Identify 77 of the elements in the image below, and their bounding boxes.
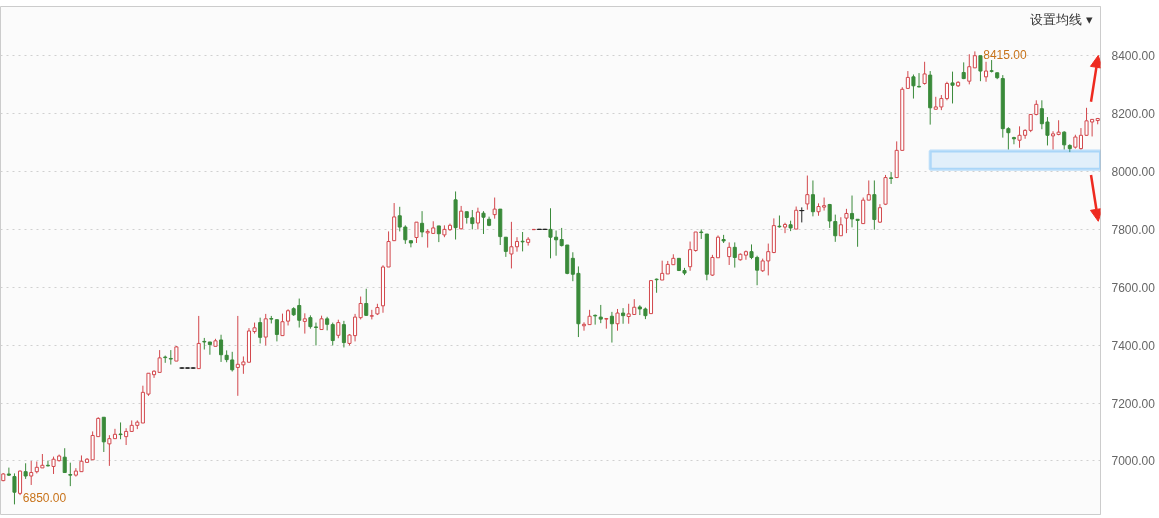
- candlestick: [548, 207, 553, 259]
- candlestick: [984, 61, 989, 83]
- candlestick: [838, 216, 843, 237]
- candlestick: [6, 467, 11, 477]
- candlestick: [777, 214, 782, 229]
- candlestick: [598, 304, 603, 324]
- candlestick: [593, 313, 598, 326]
- candlestick: [621, 307, 626, 325]
- candlestick: [263, 313, 268, 346]
- candlestick: [481, 210, 486, 235]
- candlestick: [866, 179, 871, 201]
- y-tick-label: 8200.00: [1111, 107, 1156, 122]
- candlestick: [492, 197, 497, 220]
- candlestick: [844, 208, 849, 234]
- candlestick: [967, 53, 972, 85]
- candlestick: [68, 462, 73, 487]
- candlestick: [732, 241, 737, 269]
- annotation: 设置均线 ▾: [1029, 11, 1093, 27]
- candlestick: [330, 322, 335, 346]
- candlestick: [766, 243, 771, 276]
- candlestick: [615, 308, 620, 332]
- candlestick: [889, 171, 894, 185]
- candlestick: [978, 55, 983, 82]
- candlestick: [520, 231, 525, 252]
- candlestick: [107, 434, 112, 467]
- candlestick: [833, 214, 838, 243]
- candlestick: [1011, 136, 1016, 145]
- candlestick: [916, 72, 922, 88]
- annotation: 6850.00: [22, 491, 67, 506]
- candlestick: [341, 320, 346, 348]
- candlestick: [168, 349, 173, 366]
- candlestick: [654, 278, 659, 294]
- candlestick: [403, 224, 408, 245]
- candlestick: [509, 221, 514, 269]
- y-tick-label: 7000.00: [1111, 454, 1156, 469]
- candlestick: [45, 460, 50, 467]
- candlestick: [727, 241, 732, 266]
- candlestick: [660, 260, 665, 281]
- candlestick: [302, 312, 307, 335]
- candlestick: [392, 202, 397, 242]
- candlestick: [207, 341, 212, 356]
- candlestick: [950, 71, 955, 104]
- candlestick: [414, 221, 419, 244]
- y-tick-label: 7200.00: [1111, 396, 1156, 411]
- candlestick: [794, 206, 799, 230]
- candlestick: [782, 222, 788, 234]
- candlestick: [911, 74, 916, 100]
- candlestick: [475, 207, 480, 230]
- candlestick: [827, 203, 832, 229]
- candlestick: [124, 427, 129, 446]
- candlestick: [274, 319, 279, 342]
- y-tick-label: 8000.00: [1111, 164, 1156, 179]
- candlestick: [280, 313, 285, 337]
- candlestick: [805, 175, 810, 211]
- y-tick-label: 7400.00: [1111, 338, 1156, 353]
- candlestick: [364, 288, 369, 317]
- candlestick: [62, 447, 67, 474]
- y-tick-label: 7600.00: [1111, 280, 1156, 295]
- y-tick-label: 8400.00: [1111, 49, 1156, 64]
- candlestick: [922, 61, 927, 86]
- annotation: 8415.00: [983, 48, 1027, 63]
- candlestick: [219, 334, 224, 363]
- candlestick: [397, 206, 402, 232]
- candlestick: [336, 319, 341, 339]
- candlestick: [18, 470, 23, 496]
- candlestick: [609, 311, 614, 344]
- candlestick: [420, 210, 425, 238]
- candlestick: [29, 460, 34, 486]
- candlestick: [810, 179, 815, 217]
- candlestick: [514, 236, 520, 253]
- candlestick: [258, 317, 263, 344]
- candlestick: [861, 197, 866, 225]
- candlestick: [1062, 130, 1067, 150]
- candlestick: [112, 428, 117, 440]
- y-tick-label: 7800.00: [1111, 222, 1156, 237]
- candlestick: [503, 236, 508, 258]
- candlestick: [12, 472, 17, 505]
